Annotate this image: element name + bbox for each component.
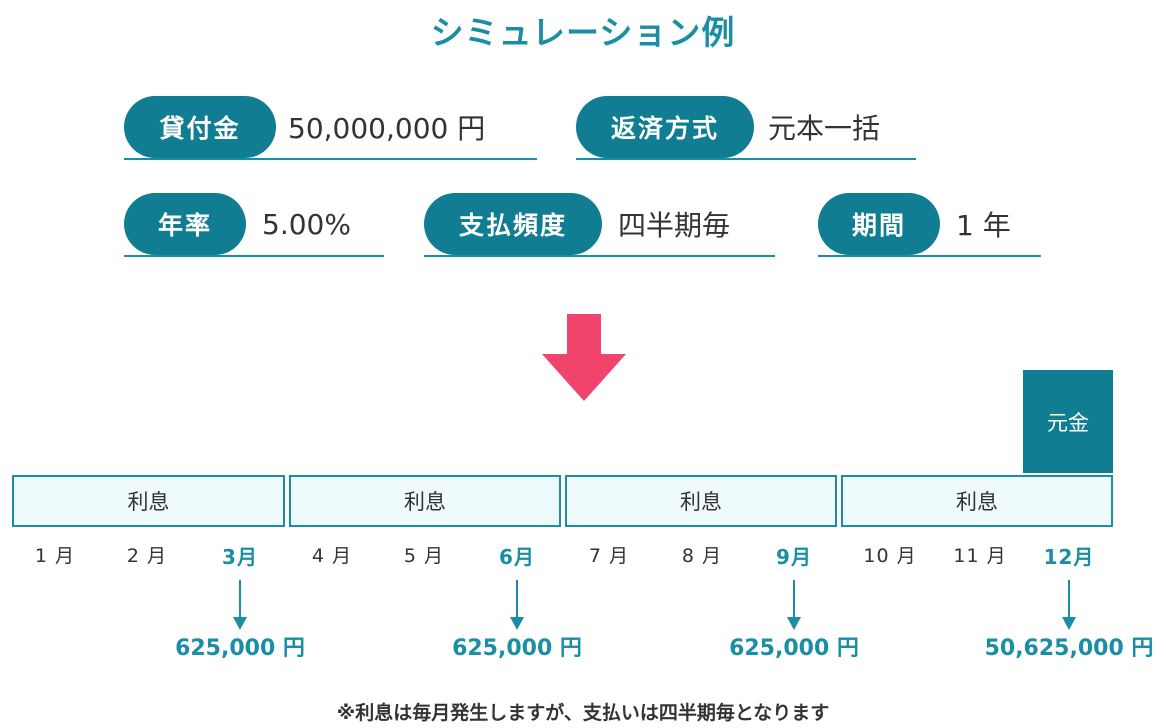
arrow-down-small-icon bbox=[510, 580, 524, 630]
interest-quarter-1: 利息 bbox=[12, 475, 285, 527]
arrow-down-small-icon bbox=[233, 580, 247, 630]
arrow-down-icon bbox=[542, 314, 626, 401]
param-value: 5.00% bbox=[262, 207, 351, 241]
param-loan: 貸付金 50,000,000 円 bbox=[124, 96, 537, 160]
payment-amount: 625,000 円 bbox=[452, 636, 582, 661]
param-value: 元本一括 bbox=[768, 112, 881, 145]
param-underline bbox=[424, 255, 775, 257]
param-value: 1 年 bbox=[956, 209, 1011, 242]
param-method: 返済方式 元本一括 bbox=[576, 96, 916, 160]
param-rate: 年率 5.00% bbox=[124, 193, 384, 257]
month-label-payment: 12月 bbox=[1043, 545, 1095, 569]
param-value: 50,000,000 円 bbox=[288, 112, 486, 145]
arrow-down-small-icon bbox=[787, 580, 801, 630]
month-label: 1 月 bbox=[34, 545, 76, 567]
param-label: 貸付金 bbox=[124, 96, 276, 158]
param-label: 年率 bbox=[124, 193, 246, 255]
param-underline bbox=[818, 255, 1041, 257]
month-label: 2 月 bbox=[126, 545, 168, 567]
principal-block: 元金 bbox=[1023, 370, 1113, 473]
month-label: 5 月 bbox=[403, 545, 445, 567]
param-term: 期間 1 年 bbox=[818, 193, 1041, 257]
param-frequency: 支払頻度 四半期毎 bbox=[424, 193, 775, 257]
param-value: 四半期毎 bbox=[618, 209, 731, 242]
month-label-payment: 3月 bbox=[222, 545, 258, 569]
payment-amount: 625,000 円 bbox=[729, 636, 859, 661]
month-label: 10 月 bbox=[863, 545, 917, 567]
param-label: 返済方式 bbox=[576, 96, 754, 158]
param-underline bbox=[124, 255, 384, 257]
interest-quarter-3: 利息 bbox=[565, 475, 837, 527]
month-label: 11 月 bbox=[953, 545, 1007, 567]
arrow-down-small-icon bbox=[1062, 580, 1076, 630]
footnote: ※利息は毎月発生しますが、支払いは四半期毎となります bbox=[336, 702, 830, 724]
param-underline bbox=[124, 158, 537, 160]
param-label: 期間 bbox=[818, 193, 940, 255]
param-label: 支払頻度 bbox=[424, 193, 602, 255]
month-label: 4 月 bbox=[311, 545, 353, 567]
interest-quarter-4: 利息 bbox=[841, 475, 1113, 527]
payment-amount: 625,000 円 bbox=[175, 636, 305, 661]
month-label-payment: 9月 bbox=[776, 545, 812, 569]
month-label-payment: 6月 bbox=[499, 545, 535, 569]
param-underline bbox=[576, 158, 916, 160]
month-label: 7 月 bbox=[588, 545, 630, 567]
interest-quarter-2: 利息 bbox=[289, 475, 561, 527]
page-title: シミュレーション例 bbox=[430, 13, 736, 52]
payment-amount-final: 50,625,000 円 bbox=[984, 636, 1154, 661]
month-label: 8 月 bbox=[681, 545, 723, 567]
